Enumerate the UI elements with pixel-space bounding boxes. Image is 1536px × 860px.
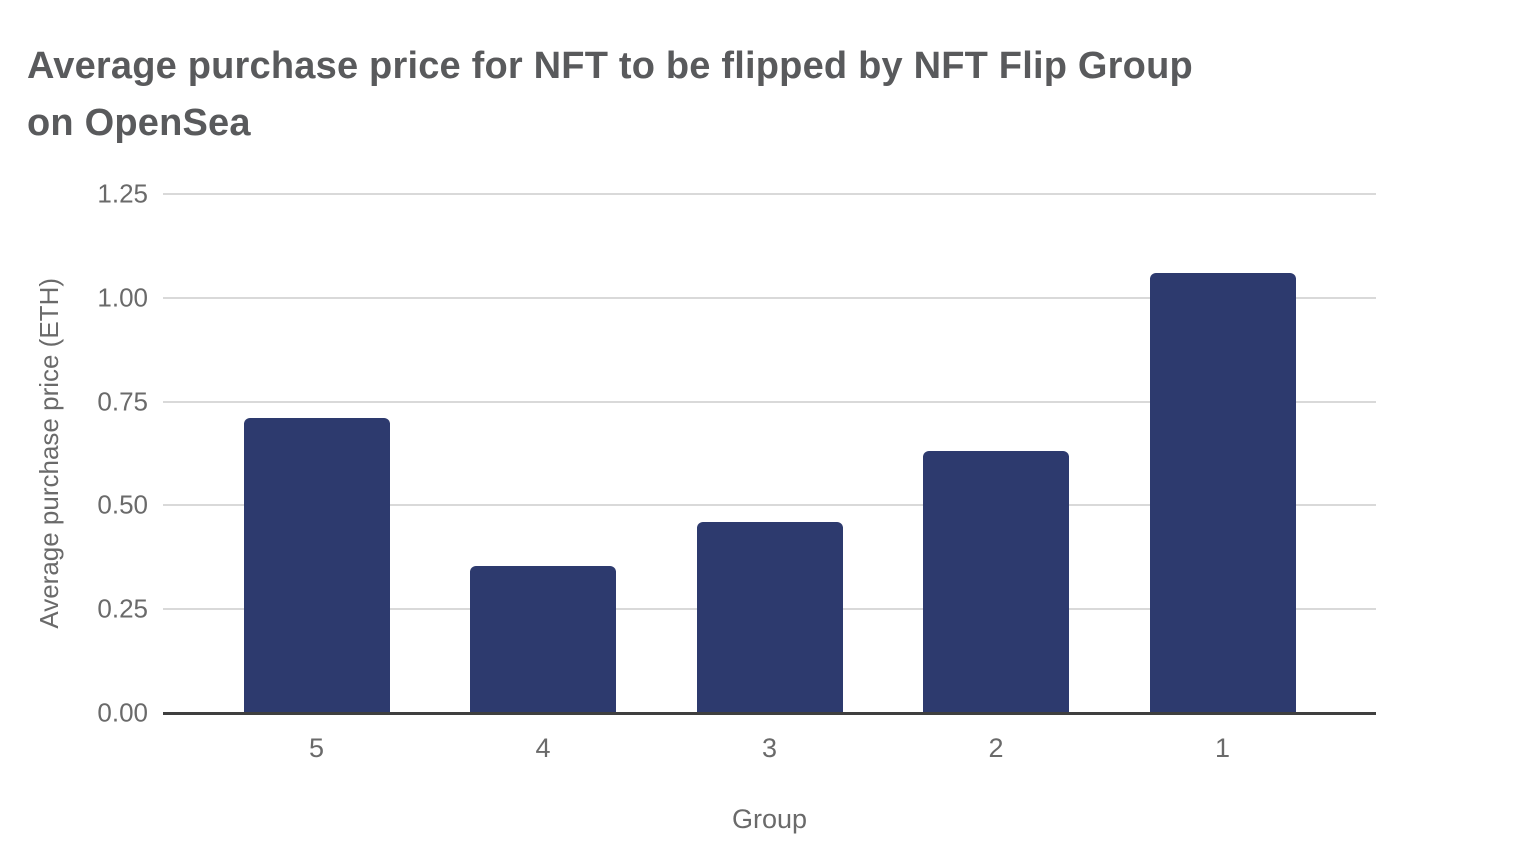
bar-group-1 [1149, 272, 1296, 713]
bar-group-5 [243, 418, 390, 713]
x-tick-label: 5 [308, 733, 325, 763]
gridline [163, 400, 1376, 403]
bars-row [163, 194, 1376, 713]
gridline [163, 193, 1376, 195]
x-tick-label: 3 [761, 733, 778, 763]
x-tick-label: 2 [988, 733, 1004, 763]
x-tick-label: 1 [1214, 733, 1231, 763]
plot-area: Average purchase price (ETH) 0.00 0.25 0.5… [34, 179, 1376, 834]
y-tick-label: 1.00 [97, 282, 148, 313]
y-axis-title: Average purchase price (ETH) [34, 278, 64, 629]
bar-group-4 [470, 565, 616, 713]
chart-title-line-2: on OpenSea [27, 102, 251, 144]
y-axis-title-wrap: Average purchase price (ETH) [34, 194, 65, 713]
y-tick-label: 0.00 [97, 697, 148, 728]
x-axis-line [163, 712, 1376, 715]
gridline [163, 296, 1376, 299]
x-axis-title: Group [731, 804, 808, 834]
bar-group-3 [696, 522, 843, 713]
gridline [163, 504, 1376, 507]
x-tick-label: 4 [535, 733, 551, 763]
y-tick-label: 1.25 [97, 178, 148, 209]
y-tick-label: 0.50 [97, 489, 148, 520]
y-tick-label: 0.75 [97, 386, 148, 417]
x-tick-row: 5 4 3 2 1 [163, 733, 1376, 763]
chart-title: Average purchase price for NFT to be fli… [27, 38, 1327, 152]
chart-title-line-1: Average purchase price for NFT to be fli… [27, 45, 1193, 87]
y-tick-label: 0.25 [97, 593, 148, 624]
bar-group-2 [923, 451, 1069, 713]
